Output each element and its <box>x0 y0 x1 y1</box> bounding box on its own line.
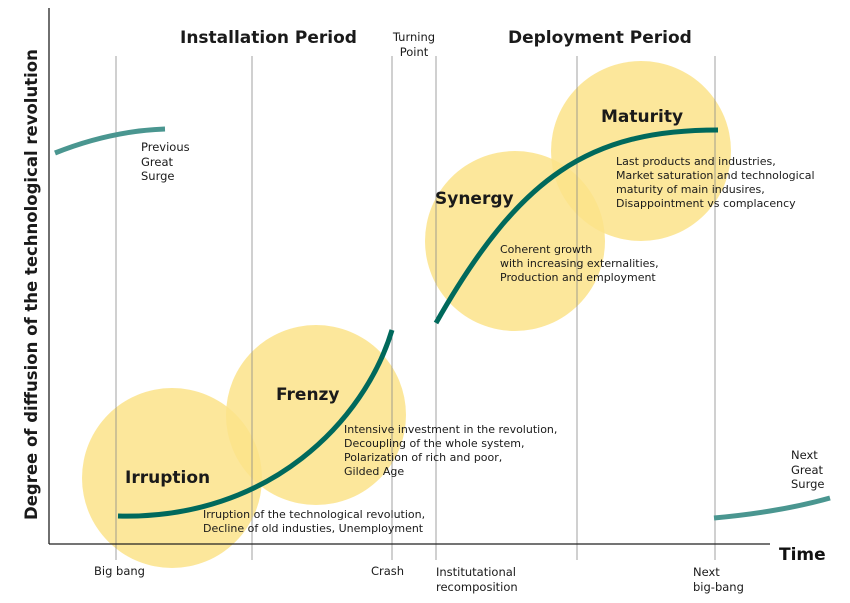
previous-surge-label: Previous Great Surge <box>141 140 190 184</box>
next-surge-curve <box>713 495 831 521</box>
turning-point-line-1: Turning <box>392 30 436 44</box>
frenzy-desc-line-1: Intensive investment in the revolution, <box>344 423 558 436</box>
irruption-circle <box>82 388 262 568</box>
turning-point-line-2: Point <box>399 44 429 59</box>
deployment-period-label: Deployment Period <box>508 28 692 48</box>
maturity-desc-line-4: Disappointment vs complacency <box>616 197 796 210</box>
synergy-title: Synergy <box>435 189 514 209</box>
next-surge-label: Next Great Surge <box>791 448 825 492</box>
installation-curve <box>117 329 395 519</box>
next-surge-line-2: Great <box>791 462 824 477</box>
next-big-bang-label: Next big-bang <box>693 565 744 594</box>
previous-surge-line-2: Great <box>141 154 174 169</box>
synergy-desc-line-3: Production and employment <box>500 271 656 284</box>
y-axis-label: Degree of diffusion of the technological… <box>22 49 41 520</box>
synergy-description: Coherent growth with increasing external… <box>500 243 659 285</box>
maturity-circle <box>551 61 731 241</box>
maturity-desc-line-2: Market saturation and technological <box>616 169 815 182</box>
next-big-bang-line-1: Next <box>693 565 720 579</box>
synergy-desc-line-2: with increasing externalities, <box>500 257 659 270</box>
turning-point-label: Turning Point <box>388 30 440 59</box>
institutional-line-2: recomposition <box>436 579 518 594</box>
maturity-desc-line-3: maturity of main indusires, <box>616 183 765 196</box>
maturity-description: Last products and industries, Market sat… <box>616 155 815 211</box>
deployment-curve <box>433 127 719 325</box>
institutional-line-1: Institutational <box>436 565 517 579</box>
irruption-title: Irruption <box>125 468 211 488</box>
frenzy-desc-line-2: Decoupling of the whole system, <box>344 437 525 450</box>
frenzy-desc-line-4: Gilded Age <box>344 465 405 478</box>
next-big-bang-line-2: big-bang <box>693 579 744 594</box>
previous-surge-line-3: Surge <box>141 169 175 183</box>
institutional-recomposition-label: Institutational recomposition <box>436 565 518 594</box>
previous-surge-line-1: Previous <box>141 140 190 154</box>
irruption-description: Irruption of the technological revolutio… <box>203 508 425 536</box>
previous-surge-curve <box>54 126 166 156</box>
synergy-desc-line-1: Coherent growth <box>500 243 593 256</box>
maturity-desc-line-1: Last products and industries, <box>616 155 776 168</box>
next-surge-line-3: Surge <box>791 477 825 491</box>
frenzy-desc-line-3: Polarization of rich and poor, <box>344 451 503 464</box>
maturity-title: Maturity <box>601 107 684 127</box>
next-surge-line-1: Next <box>791 448 818 462</box>
synergy-circle <box>425 151 605 331</box>
x-axis-label: Time <box>779 545 826 565</box>
frenzy-title: Frenzy <box>276 385 340 405</box>
crash-label: Crash <box>371 564 405 578</box>
irruption-desc-line-2: Decline of old industies, Unemployment <box>203 522 424 535</box>
big-bang-label: Big bang <box>94 564 145 578</box>
installation-period-label: Installation Period <box>180 28 357 48</box>
irruption-desc-line-1: Irruption of the technological revolutio… <box>203 508 426 521</box>
frenzy-description: Intensive investment in the revolution, … <box>344 423 557 479</box>
frenzy-circle <box>226 325 406 505</box>
